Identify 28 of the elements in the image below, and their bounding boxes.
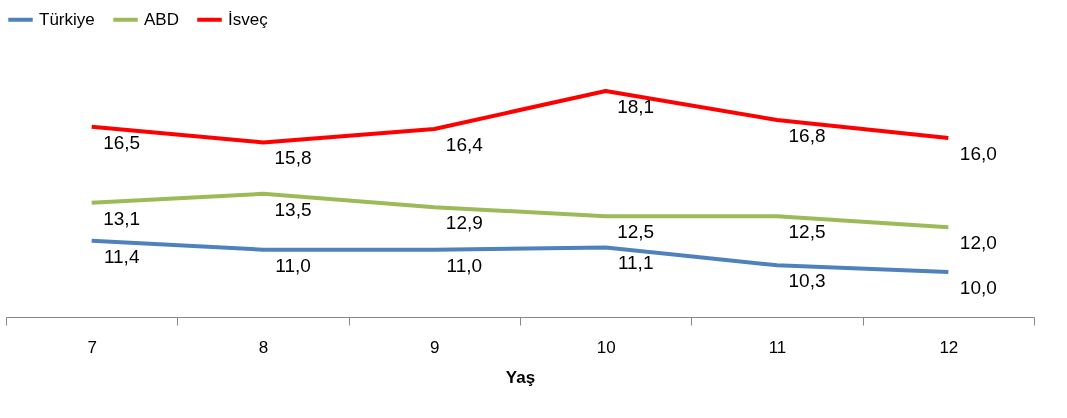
data-label: 18,1	[617, 96, 655, 117]
data-label: 12,0	[959, 232, 997, 254]
x-tick-label: 8	[258, 337, 269, 357]
legend-label: ABD	[144, 9, 179, 29]
data-label: 11,0	[275, 254, 311, 276]
x-axis-title: Yaş	[505, 367, 536, 387]
data-label: 12,5	[788, 221, 826, 243]
data-label: 11,4	[103, 245, 140, 267]
data-label: 15,8	[274, 147, 312, 169]
data-label: 10,3	[788, 270, 826, 292]
x-tick-label: 11	[768, 337, 787, 357]
data-label: 10,0	[959, 277, 997, 298]
data-label: 13,1	[103, 207, 141, 229]
x-tick-label: 12	[939, 337, 959, 357]
data-label: 16,8	[788, 125, 826, 147]
legend-label: İsveç	[228, 9, 269, 29]
data-label: 16,0	[959, 142, 997, 164]
data-label: 12,5	[617, 221, 655, 243]
x-tick-label: 9	[430, 337, 440, 357]
x-tick-label: 7	[87, 337, 97, 357]
data-label: 11,0	[446, 254, 483, 276]
data-label: 11,1	[617, 252, 654, 274]
legend-label: Türkiye	[39, 9, 95, 29]
data-label: 16,4	[445, 133, 484, 155]
x-tick-label: 10	[596, 337, 616, 357]
data-label: 16,5	[103, 131, 141, 153]
data-label: 13,5	[274, 198, 312, 220]
data-label: 12,9	[445, 212, 483, 234]
